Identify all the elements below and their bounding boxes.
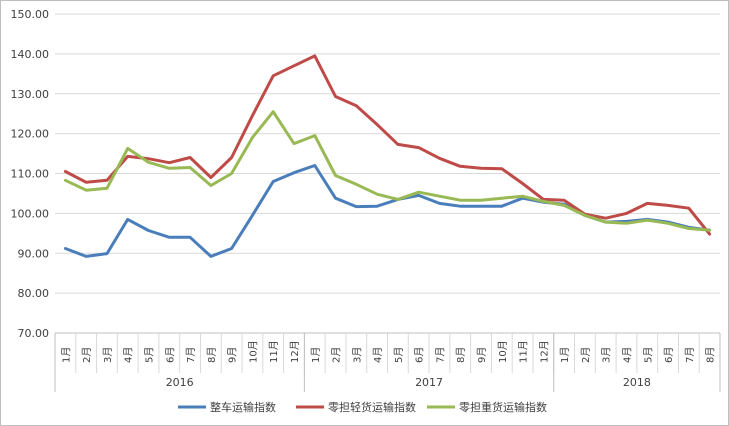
month-label: 3月 bbox=[102, 347, 114, 363]
month-label: 8月 bbox=[455, 347, 467, 363]
month-label: 3月 bbox=[351, 347, 363, 363]
year-label: 2017 bbox=[415, 376, 443, 389]
x-axis: 1月 2月 3月 4月 5月 6月 7月 8月 9月 10月 11月 12月 2016 1月 2月 3月 4月 5… bbox=[54, 333, 721, 392]
y-tick-label: 140.00 bbox=[11, 48, 50, 61]
y-tick-label: 110.00 bbox=[11, 168, 50, 181]
month-label: 11月 bbox=[518, 340, 530, 363]
month-label: 12月 bbox=[289, 340, 301, 363]
month-label: 2月 bbox=[331, 347, 343, 363]
y-tick-label: 100.00 bbox=[11, 207, 50, 220]
series-lines bbox=[63, 54, 712, 258]
month-label: 7月 bbox=[684, 347, 696, 363]
month-label: 4月 bbox=[123, 347, 135, 363]
y-tick-label: 70.00 bbox=[18, 327, 50, 340]
y-axis: 70.00 80.00 90.00 100.00 110.00 120.00 130.00 1… bbox=[11, 8, 50, 340]
gridlines bbox=[55, 13, 720, 334]
month-label: 6月 bbox=[414, 347, 426, 363]
month-label: 2月 bbox=[81, 347, 93, 363]
month-label: 5月 bbox=[393, 347, 405, 363]
month-label: 7月 bbox=[185, 347, 197, 363]
year-label: 2018 bbox=[623, 376, 651, 389]
month-label: 8月 bbox=[206, 347, 218, 363]
legend: 整车运输指数 零担轻货运输指数 零担重货运输指数 bbox=[178, 400, 547, 414]
month-label: 5月 bbox=[144, 347, 156, 363]
series-line-3 bbox=[63, 110, 712, 232]
month-label: 1月 bbox=[60, 347, 72, 363]
month-label: 6月 bbox=[164, 347, 176, 363]
month-label: 5月 bbox=[642, 347, 654, 363]
y-tick-label: 80.00 bbox=[18, 287, 50, 300]
legend-label: 零担重货运输指数 bbox=[459, 400, 547, 414]
month-label: 4月 bbox=[621, 347, 633, 363]
series-line-2 bbox=[63, 54, 712, 236]
month-label: 10月 bbox=[247, 340, 259, 363]
month-label: 10月 bbox=[497, 340, 509, 363]
month-label: 7月 bbox=[434, 347, 446, 363]
y-tick-label: 130.00 bbox=[11, 88, 50, 101]
month-label: 2月 bbox=[580, 347, 592, 363]
y-tick-label: 90.00 bbox=[18, 247, 50, 260]
y-tick-label: 120.00 bbox=[11, 128, 50, 141]
month-label: 6月 bbox=[663, 347, 675, 363]
month-label: 9月 bbox=[476, 347, 488, 363]
month-label: 1月 bbox=[310, 347, 322, 363]
year-label: 2016 bbox=[166, 376, 194, 389]
series-line-1 bbox=[63, 164, 712, 258]
month-label: 1月 bbox=[559, 347, 571, 363]
legend-label: 整车运输指数 bbox=[210, 400, 276, 414]
month-label: 4月 bbox=[372, 347, 384, 363]
month-label: 8月 bbox=[705, 347, 717, 363]
month-label: 11月 bbox=[268, 340, 280, 363]
legend-label: 零担轻货运输指数 bbox=[328, 400, 416, 414]
month-label: 3月 bbox=[601, 347, 613, 363]
y-tick-label: 150.00 bbox=[11, 8, 50, 21]
month-label: 12月 bbox=[538, 340, 550, 363]
month-label: 9月 bbox=[227, 347, 239, 363]
